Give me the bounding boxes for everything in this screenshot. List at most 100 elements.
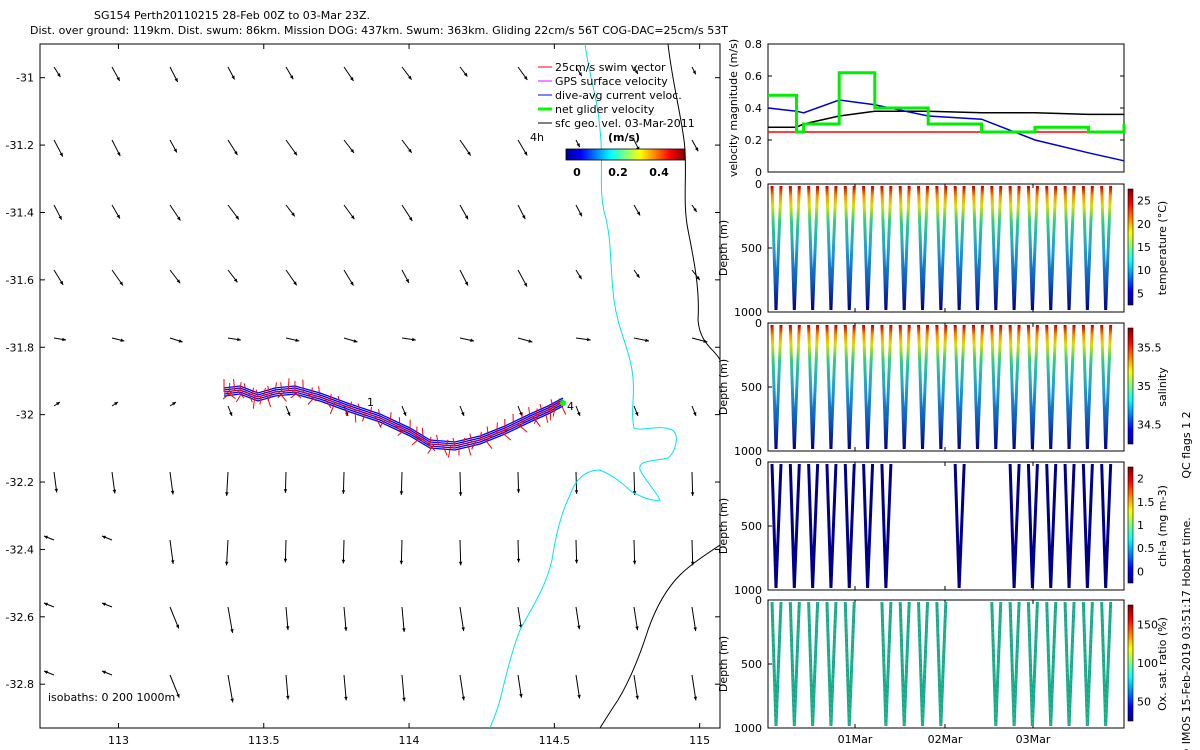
swim-vector xyxy=(252,395,256,409)
dive-profile-trace xyxy=(953,324,966,450)
profile-y-tick-label: 0 xyxy=(755,456,762,469)
current-arrow xyxy=(633,539,636,565)
current-arrow-head xyxy=(56,402,60,406)
dive-profile-trace xyxy=(825,601,838,727)
glider-track xyxy=(222,378,567,458)
current-arrow-head xyxy=(350,281,354,286)
current-arrow xyxy=(169,539,174,564)
dive-profile-dots xyxy=(899,601,910,727)
profile-ylabel: Depth (m) xyxy=(717,359,730,415)
swim-vector xyxy=(413,433,424,443)
current-arrow xyxy=(517,539,520,563)
dive-profile-trace xyxy=(788,601,801,727)
swim-vector xyxy=(552,405,556,417)
swim-vector xyxy=(280,382,283,392)
coastline-0m xyxy=(489,44,677,728)
current-arrow xyxy=(691,471,694,496)
current-arrow-head xyxy=(461,627,465,632)
current-arrow-head xyxy=(577,625,581,630)
swim-vector xyxy=(394,424,405,435)
swim-vector xyxy=(239,382,242,391)
current-arrow-head xyxy=(523,76,528,80)
profile-ylabel: Depth (m) xyxy=(717,636,730,692)
current-arrow-head xyxy=(635,695,639,700)
swim-vector xyxy=(235,390,244,403)
profile-colorbar-tick: 34.5 xyxy=(1137,419,1162,432)
dive-profile-trace xyxy=(862,185,875,311)
dive-profile-trace xyxy=(880,324,893,450)
current-arrow-head xyxy=(464,281,468,286)
dive-avg-current-trace xyxy=(223,385,564,443)
dive-profile-dots xyxy=(1046,463,1057,589)
current-arrow-head xyxy=(102,602,106,606)
swim-vector xyxy=(329,393,332,401)
map-legend: 25cm/s swim vector GPS surface velocity … xyxy=(530,61,695,179)
profile-colorbar-tick: 15 xyxy=(1137,241,1151,254)
profile-y-tick-label: 0 xyxy=(755,594,762,607)
swim-vector xyxy=(287,378,290,391)
current-arrow-head xyxy=(516,489,521,493)
current-arrow-head xyxy=(578,275,582,280)
current-arrow xyxy=(342,539,345,564)
profile-colorbar-tick: 100 xyxy=(1137,657,1158,670)
colorbar-tick-1: 0.2 xyxy=(608,166,628,179)
swim-vector xyxy=(248,393,253,403)
dive-profile-trace xyxy=(862,324,875,450)
current-arrow-head xyxy=(408,216,413,221)
current-arrow-head xyxy=(116,214,120,219)
velocity-axes xyxy=(767,43,1125,173)
swim-vector xyxy=(337,395,341,405)
dive-profile-trace xyxy=(807,601,820,727)
profile-colorbar-tick: 20 xyxy=(1137,218,1151,231)
map-colorbar xyxy=(565,148,686,161)
current-arrow-head xyxy=(44,602,48,606)
dive-profile-dots xyxy=(826,601,837,727)
map-axes xyxy=(39,43,721,729)
current-arrow-head xyxy=(408,75,412,80)
dive-profile-trace xyxy=(917,324,930,450)
legend-gps-velocity: GPS surface velocity xyxy=(538,75,668,88)
current-arrow-head xyxy=(411,337,416,342)
map-y-tick-label: -32.4 xyxy=(6,543,34,556)
imos-copyright: © IMOS 15-Feb-2019 03:51:17 Hobart time. xyxy=(1180,517,1193,750)
dive-profile-trace xyxy=(898,324,911,450)
dive-profile-dots xyxy=(1027,601,1038,727)
current-arrow-head xyxy=(285,626,290,631)
profile-colorbar-label: temperature (°C) xyxy=(1156,201,1169,295)
swim-vector xyxy=(462,437,466,445)
current-arrow-head xyxy=(237,337,241,342)
current-arrow-head xyxy=(467,151,471,156)
swim-vector xyxy=(452,437,456,447)
current-arrow-head xyxy=(287,412,291,416)
current-arrow xyxy=(343,674,347,701)
current-arrow-head xyxy=(120,338,125,342)
swim-vector xyxy=(471,440,477,450)
map-y-tick-label: -31.4 xyxy=(6,206,34,219)
profile-y-tick-label: 500 xyxy=(741,381,762,394)
dive-profile-dots xyxy=(771,463,782,589)
dive-profile-trace xyxy=(1026,185,1039,311)
title-line-1: SG154 Perth20110215 28-Feb 00Z to 03-Mar… xyxy=(94,9,371,22)
swim-vector xyxy=(233,378,236,391)
current-arrow xyxy=(691,674,697,701)
dive-profile-trace xyxy=(1045,463,1058,589)
swim-vector xyxy=(486,426,489,437)
dive-profile-dots xyxy=(1064,463,1075,589)
colorbar-title: (m/s) xyxy=(608,131,640,144)
profile-y-tick-label: 1000 xyxy=(734,722,762,735)
current-arrow xyxy=(633,606,639,631)
dive-profile-trace xyxy=(953,463,966,589)
dive-profile-dots xyxy=(844,463,855,589)
swim-vector xyxy=(378,408,381,419)
map-x-axis: 113 113.5 114 114.5 115 xyxy=(108,44,710,747)
current-arrow-head xyxy=(635,626,639,631)
map-y-tick-label: -31.2 xyxy=(6,139,34,152)
swim-vector xyxy=(535,408,538,416)
current-arrow-head xyxy=(175,624,180,629)
swim-vector xyxy=(255,389,259,398)
dive-profile-dots xyxy=(991,601,1002,727)
current-arrow xyxy=(691,606,697,632)
current-arrow-head xyxy=(636,211,641,216)
current-arrow-head xyxy=(234,151,238,156)
